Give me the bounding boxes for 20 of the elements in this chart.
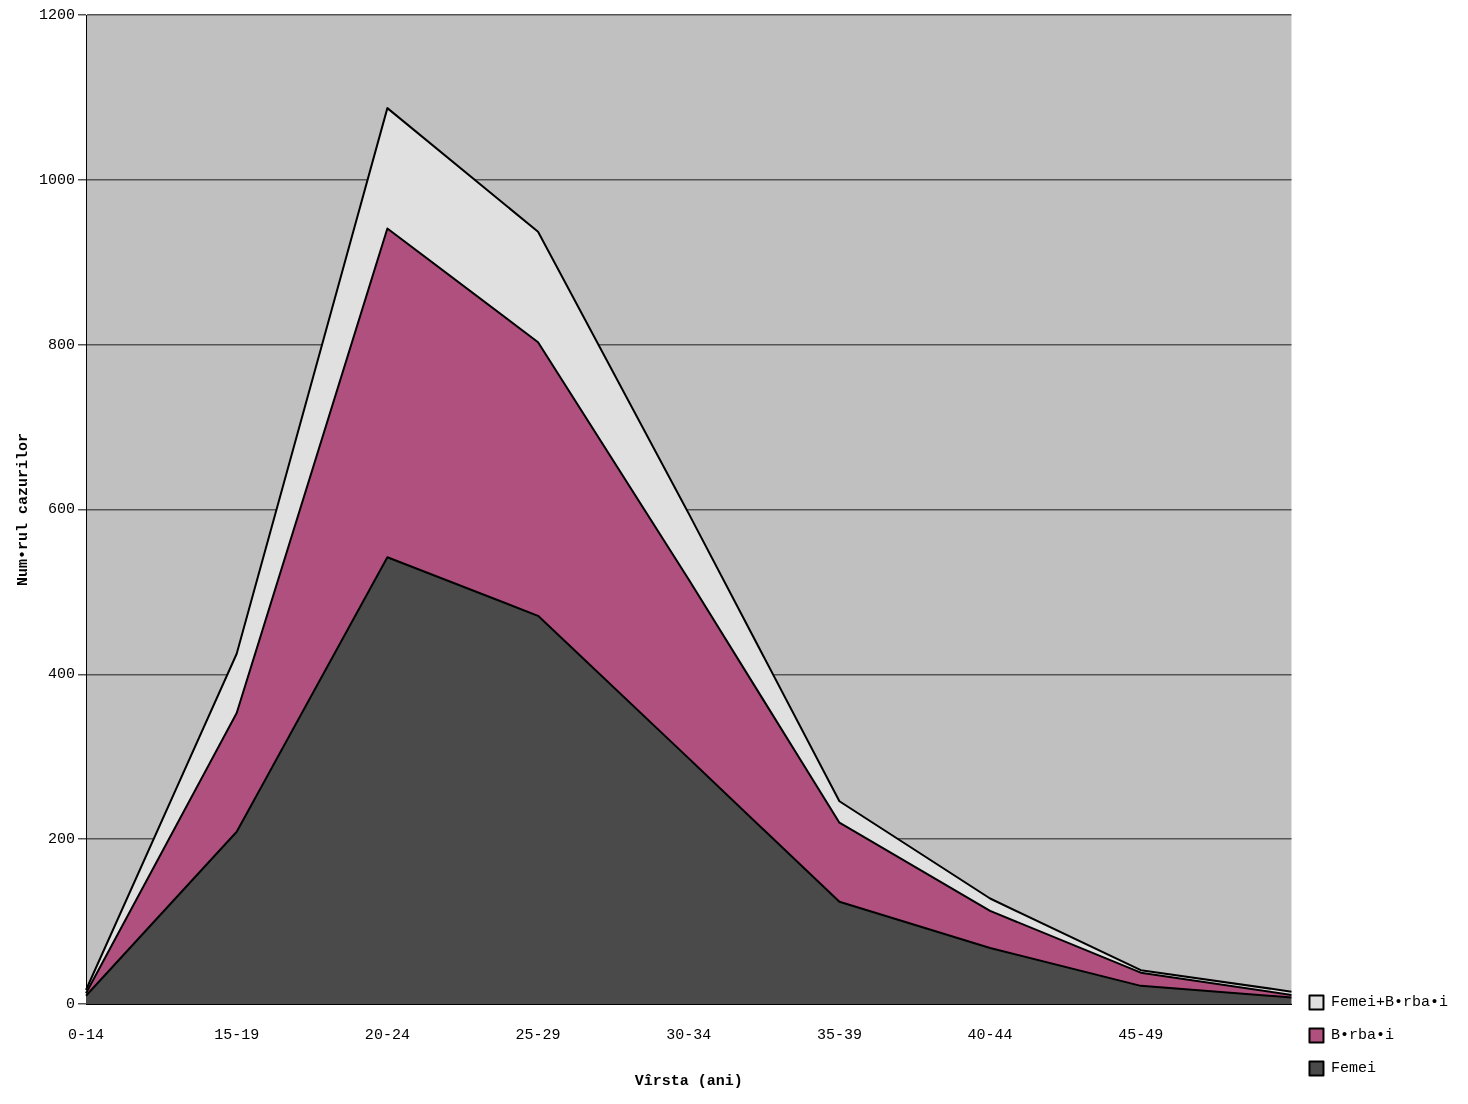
y-tick-label: 800 bbox=[47, 336, 76, 354]
x-tick-label: 35-39 bbox=[816, 1026, 862, 1044]
x-tick-label: 40-44 bbox=[967, 1026, 1013, 1044]
y-tick-label: 400 bbox=[47, 666, 76, 684]
legend-label: Femei bbox=[1330, 1060, 1376, 1078]
y-tick-label: 1000 bbox=[38, 171, 76, 189]
x-tick-label: 15-19 bbox=[214, 1026, 260, 1044]
x-tick-label: 0-14 bbox=[68, 1026, 105, 1044]
y-tick-label: 600 bbox=[47, 501, 76, 519]
x-tick-label: 25-29 bbox=[515, 1026, 561, 1044]
y-tick-label: 200 bbox=[47, 831, 76, 849]
x-axis-title: Vîrsta (ani) bbox=[634, 1072, 743, 1090]
y-tick-label: 0 bbox=[65, 995, 76, 1013]
legend-label: Femei+B•rba•i bbox=[1330, 994, 1449, 1012]
x-tick-label: 20-24 bbox=[364, 1026, 410, 1044]
y-axis-title: Num•rul cazurilor bbox=[14, 432, 32, 587]
y-tick-label: 1200 bbox=[38, 6, 76, 24]
legend-label: B•rba•i bbox=[1330, 1027, 1394, 1045]
x-tick-label: 45-49 bbox=[1118, 1026, 1164, 1044]
x-tick-label: 30-34 bbox=[666, 1026, 712, 1044]
